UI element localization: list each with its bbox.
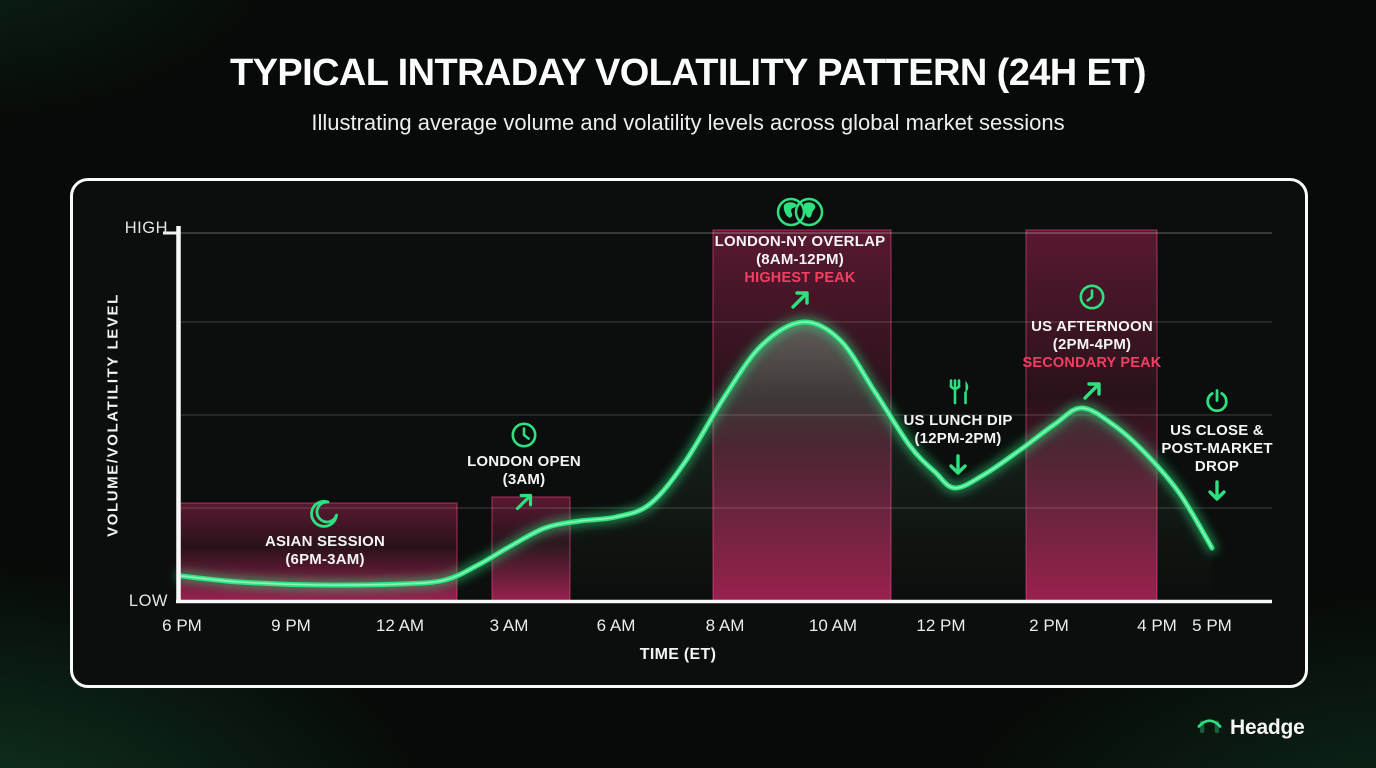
x-tick-label: 2 PM xyxy=(1029,616,1069,635)
session-name: ASIAN SESSION xyxy=(264,533,386,550)
annotation-us-close: US CLOSE & POST-MARKET DROP xyxy=(1161,422,1272,476)
x-tick-label: 6 AM xyxy=(596,616,636,635)
clock-icon xyxy=(1077,282,1107,317)
y-axis-high-label: HIGH xyxy=(124,219,168,237)
brand-name: Headge xyxy=(1230,716,1305,739)
session-time: (6PM-3AM) xyxy=(285,551,365,568)
brand-logo: Headge xyxy=(1196,712,1305,744)
arrow-down-icon xyxy=(943,450,973,485)
curve-highlight xyxy=(180,321,1213,586)
x-tick-label: 5 PM xyxy=(1192,616,1232,635)
headge-bridge-icon xyxy=(1196,712,1223,744)
annotation-asian-session: ASIAN SESSION (6PM-3AM) xyxy=(265,533,385,569)
x-tick-label: 3 AM xyxy=(489,616,529,635)
arrow-up-right-icon xyxy=(510,488,538,521)
session-name: LONDON-NY OVERLAP xyxy=(714,233,886,250)
session-name: US LUNCH DIP xyxy=(903,412,1013,429)
session-time: (3AM) xyxy=(502,471,546,488)
session-time: (12PM-2PM) xyxy=(914,430,1002,447)
x-tick-label: 4 PM xyxy=(1137,616,1177,635)
annotation-london-ny-overlap: LONDON-NY OVERLAP (8AM-12PM) HIGHEST PEA… xyxy=(715,233,886,287)
clock-icon xyxy=(509,420,539,455)
page-title: TYPICAL INTRADAY VOLATILITY PATTERN (24H… xyxy=(230,52,1147,94)
y-axis-title: VOLUME/VOLATILITY LEVEL xyxy=(104,293,122,537)
annotation-london-open: LONDON OPEN (3AM) xyxy=(467,453,581,489)
peak-label: SECONDARY PEAK xyxy=(1022,355,1162,371)
curve-area-fill xyxy=(181,321,1212,600)
y-axis-low-label: LOW xyxy=(128,592,168,610)
moon-icon xyxy=(308,498,340,535)
session-time: (2PM-4PM) xyxy=(1052,336,1132,353)
x-tick-label: 10 AM xyxy=(808,616,858,635)
session-name: LONDON OPEN xyxy=(467,453,581,470)
session-name-2: POST-MARKET xyxy=(1161,440,1273,457)
page-subtitle: Illustrating average volume and volatili… xyxy=(311,110,1065,135)
session-name-3: DROP xyxy=(1194,458,1240,475)
x-tick-label: 6 PM xyxy=(162,616,202,635)
session-time: (8AM-12PM) xyxy=(756,251,844,268)
power-icon xyxy=(1202,386,1232,421)
utensils-icon xyxy=(941,375,975,414)
session-name: US AFTERNOON xyxy=(1031,318,1153,335)
x-tick-label: 9 PM xyxy=(271,616,311,635)
x-axis-title: TIME (ET) xyxy=(639,646,717,663)
x-axis-ticks: 6 PM 9 PM 12 AM 3 AM 6 AM 8 AM 10 AM 12 PM 2 PM 4… xyxy=(0,616,1376,638)
peak-label: HIGHEST PEAK xyxy=(744,270,856,286)
annotation-us-afternoon: US AFTERNOON (2PM-4PM) SECONDARY PEAK xyxy=(1023,318,1162,372)
x-tick-label: 12 AM xyxy=(375,616,425,635)
globes-icon xyxy=(771,194,829,235)
x-tick-label: 12 PM xyxy=(916,616,966,635)
session-name: US CLOSE & xyxy=(1170,422,1264,439)
annotation-us-lunch-dip: US LUNCH DIP (12PM-2PM) xyxy=(903,412,1012,448)
arrow-up-right-icon xyxy=(785,285,815,320)
x-tick-label: 8 AM xyxy=(705,616,745,635)
arrow-down-icon xyxy=(1202,476,1232,511)
arrow-up-right-icon xyxy=(1077,376,1107,411)
